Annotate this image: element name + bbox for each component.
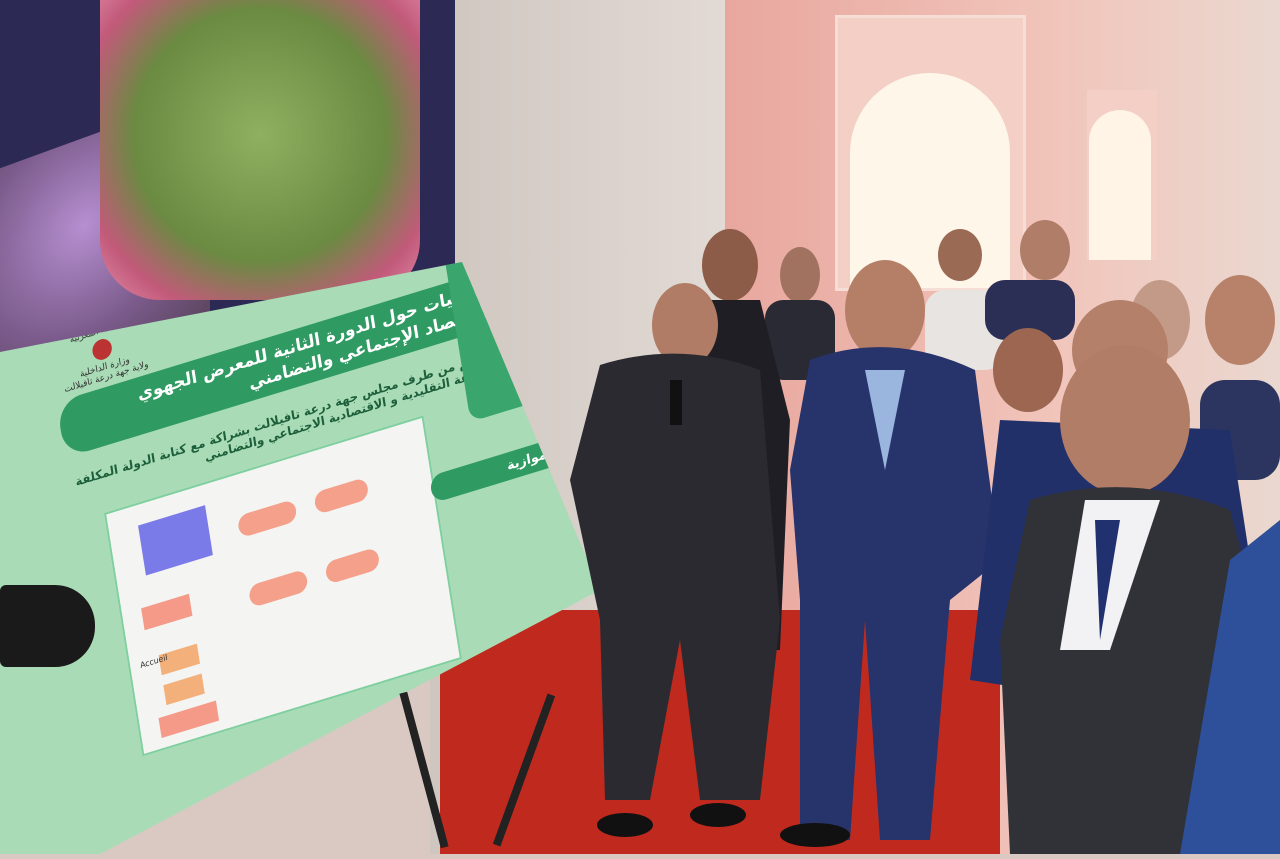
olives-image [100,0,420,300]
person-foreground [1000,345,1280,854]
arch-window [835,15,1026,291]
microphone-icon [670,380,682,425]
arch-window [1087,90,1157,260]
camera-lens [0,585,95,667]
person-speaker [570,283,780,837]
person-navy-suit [780,260,1000,847]
